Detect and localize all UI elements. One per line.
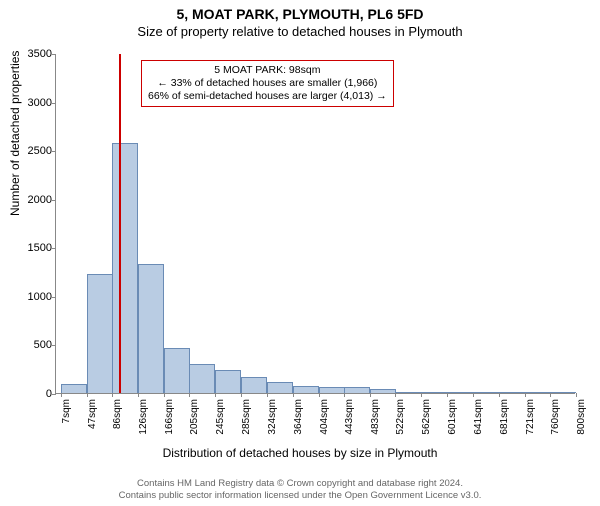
- x-tick-label: 47sqm: [87, 399, 98, 429]
- x-tick-mark: [344, 393, 345, 397]
- histogram-bar: [164, 348, 190, 393]
- attribution-line2: Contains public sector information licen…: [0, 490, 600, 502]
- annotation-line3: 66% of semi-detached houses are larger (…: [148, 90, 387, 103]
- x-tick-label: 443sqm: [344, 399, 355, 435]
- x-tick-label: 404sqm: [319, 399, 330, 435]
- histogram-bar: [138, 264, 164, 393]
- x-tick-label: 760sqm: [550, 399, 561, 435]
- x-tick-label: 245sqm: [215, 399, 226, 435]
- y-tick-label: 1500: [28, 242, 52, 254]
- y-tick-mark: [52, 248, 56, 249]
- y-tick-label: 2000: [28, 194, 52, 206]
- histogram-bar: [87, 274, 113, 393]
- x-tick-mark: [370, 393, 371, 397]
- x-tick-mark: [473, 393, 474, 397]
- x-tick-mark: [447, 393, 448, 397]
- x-tick-label: 562sqm: [421, 399, 432, 435]
- y-tick-mark: [52, 151, 56, 152]
- x-tick-mark: [241, 393, 242, 397]
- x-tick-mark: [61, 393, 62, 397]
- histogram-bar: [550, 392, 576, 393]
- x-tick-label: 324sqm: [267, 399, 278, 435]
- chart-title-line2: Size of property relative to detached ho…: [0, 24, 600, 39]
- x-tick-label: 522sqm: [395, 399, 406, 435]
- x-tick-label: 285sqm: [241, 399, 252, 435]
- x-tick-mark: [87, 393, 88, 397]
- x-tick-label: 364sqm: [293, 399, 304, 435]
- x-tick-mark: [395, 393, 396, 397]
- histogram-bar: [319, 387, 345, 393]
- histogram-bar: [241, 377, 267, 393]
- y-tick-label: 1000: [28, 291, 52, 303]
- y-axis-label: Number of detached properties: [8, 51, 22, 216]
- histogram-bar: [525, 392, 551, 393]
- histogram-bar: [447, 392, 473, 393]
- x-tick-label: 166sqm: [164, 399, 175, 435]
- x-tick-mark: [499, 393, 500, 397]
- x-tick-label: 86sqm: [112, 399, 123, 429]
- x-tick-label: 7sqm: [61, 399, 72, 423]
- y-tick-mark: [52, 200, 56, 201]
- histogram-bar: [344, 387, 370, 393]
- y-tick-label: 2500: [28, 145, 52, 157]
- histogram-bar: [267, 382, 293, 393]
- x-tick-mark: [112, 393, 113, 397]
- y-tick-mark: [52, 103, 56, 104]
- x-axis-label: Distribution of detached houses by size …: [0, 446, 600, 460]
- plot-area: 5 MOAT PARK: 98sqm ← 33% of detached hou…: [55, 54, 575, 394]
- histogram-bar: [370, 389, 396, 393]
- x-tick-mark: [138, 393, 139, 397]
- x-tick-mark: [525, 393, 526, 397]
- histogram-bar: [421, 392, 447, 393]
- y-tick-mark: [52, 297, 56, 298]
- y-tick-mark: [52, 394, 56, 395]
- histogram-bar: [189, 364, 215, 393]
- x-tick-label: 721sqm: [525, 399, 536, 435]
- x-tick-mark: [576, 393, 577, 397]
- x-tick-mark: [293, 393, 294, 397]
- y-tick-mark: [52, 345, 56, 346]
- histogram-bar: [499, 392, 525, 393]
- x-tick-label: 483sqm: [370, 399, 381, 435]
- x-tick-label: 800sqm: [576, 399, 587, 435]
- chart-title-line1: 5, MOAT PARK, PLYMOUTH, PL6 5FD: [0, 6, 600, 22]
- annotation-box: 5 MOAT PARK: 98sqm ← 33% of detached hou…: [141, 60, 394, 107]
- x-tick-mark: [421, 393, 422, 397]
- x-tick-label: 601sqm: [447, 399, 458, 435]
- x-tick-mark: [189, 393, 190, 397]
- histogram-bar: [215, 370, 241, 393]
- x-tick-label: 641sqm: [473, 399, 484, 435]
- y-tick-mark: [52, 54, 56, 55]
- x-tick-mark: [550, 393, 551, 397]
- x-tick-mark: [164, 393, 165, 397]
- y-tick-label: 500: [34, 339, 52, 351]
- x-tick-label: 681sqm: [499, 399, 510, 435]
- chart-container: 5, MOAT PARK, PLYMOUTH, PL6 5FD Size of …: [0, 6, 600, 506]
- x-tick-mark: [267, 393, 268, 397]
- y-tick-label: 3500: [28, 48, 52, 60]
- x-tick-label: 205sqm: [189, 399, 200, 435]
- histogram-bar: [61, 384, 87, 393]
- x-tick-label: 126sqm: [138, 399, 149, 435]
- annotation-line1: 5 MOAT PARK: 98sqm: [148, 64, 387, 77]
- attribution-text: Contains HM Land Registry data © Crown c…: [0, 478, 600, 502]
- histogram-bar: [293, 386, 319, 393]
- histogram-bar: [112, 143, 138, 393]
- reference-line: [119, 54, 121, 393]
- histogram-bar: [395, 392, 421, 393]
- y-tick-label: 3000: [28, 97, 52, 109]
- x-tick-mark: [319, 393, 320, 397]
- x-tick-mark: [215, 393, 216, 397]
- histogram-bar: [473, 392, 499, 393]
- attribution-line1: Contains HM Land Registry data © Crown c…: [0, 478, 600, 490]
- annotation-line2: ← 33% of detached houses are smaller (1,…: [148, 77, 387, 90]
